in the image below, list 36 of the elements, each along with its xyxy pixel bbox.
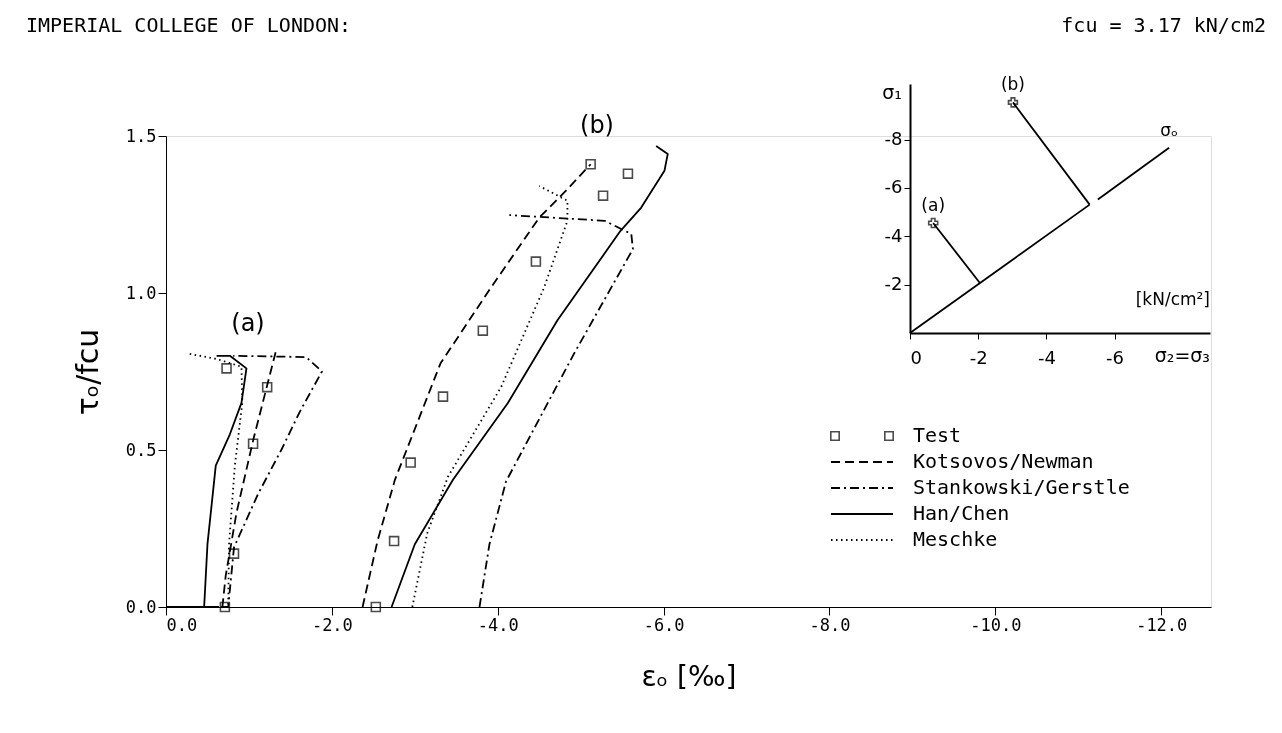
x-tick-label: 0.0 [166, 614, 198, 635]
y-tick-label: -6 [884, 176, 903, 198]
legend-label: Han/Chen [913, 501, 1010, 525]
x-tick-label: -4 [1037, 346, 1056, 368]
x-tick-label: -8.0 [809, 614, 851, 635]
chart-title: IMPERIAL COLLEGE OF LONDON: [26, 13, 352, 37]
series-label: (a) [921, 195, 946, 215]
y-tick-label: 1.0 [125, 282, 157, 303]
y-tick-label: 1.5 [125, 125, 157, 146]
y-axis-title: σ₁ [882, 81, 902, 103]
x-tick-label: -6 [1106, 346, 1125, 368]
y-axis-title: τₒ/fcu [69, 328, 105, 416]
chart-subtitle: fcu = 3.17 kN/cm2 [1061, 13, 1266, 37]
x-tick-label: -4.0 [477, 614, 519, 635]
legend-label: Stankowski/Gerstle [913, 475, 1130, 499]
y-tick-label: 0.0 [125, 596, 157, 617]
annotation: (a) [231, 309, 265, 337]
series-label: σₒ [1160, 119, 1178, 140]
legend-label: Kotsovos/Newman [913, 449, 1094, 473]
annotation: [kN/cm²] [1135, 289, 1210, 309]
x-tick-label: -2.0 [311, 614, 353, 635]
annotation: (b) [580, 111, 614, 139]
x-tick-label: -12.0 [1136, 614, 1188, 635]
y-tick-label: -8 [884, 128, 903, 150]
x-tick-label: -10.0 [970, 614, 1022, 635]
x-tick-label: -2 [969, 346, 988, 368]
legend-label: Meschke [913, 527, 998, 551]
x-tick-label: -6.0 [643, 614, 685, 635]
y-tick-label: 0.5 [125, 439, 157, 460]
legend-label: Test [913, 423, 962, 447]
series-label: (b) [1000, 74, 1025, 95]
x-axis-title: σ₂=σ₃ [1154, 344, 1210, 366]
y-tick-label: -2 [884, 273, 903, 295]
y-tick-label: -4 [884, 224, 903, 246]
x-axis-title: εₒ [‰] [641, 659, 737, 693]
x-tick-label: 0 [910, 346, 922, 368]
